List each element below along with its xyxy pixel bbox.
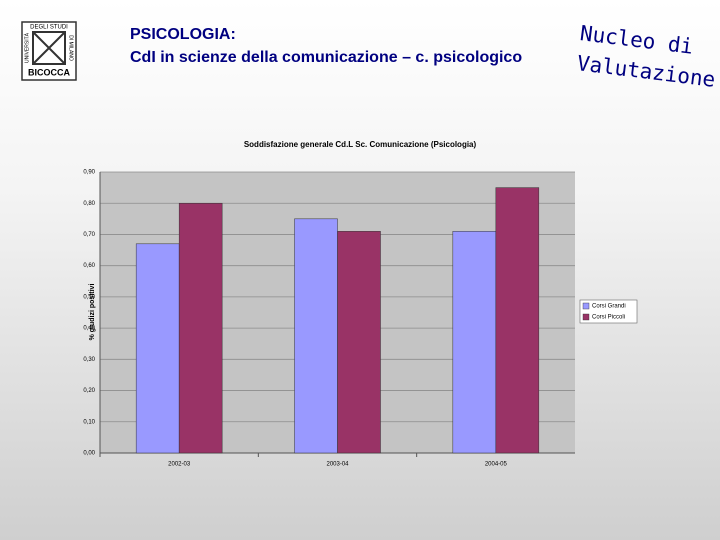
y-tick-label: 0,10	[83, 419, 95, 425]
bar	[178, 202, 223, 454]
y-tick-label: 0,40	[83, 326, 95, 332]
x-tick-label: 2004-05	[485, 462, 508, 468]
slide-title: PSICOLOGIA:	[130, 26, 236, 43]
bar	[452, 231, 497, 454]
logo-square	[32, 31, 66, 65]
y-tick-label: 0,20	[83, 388, 95, 394]
y-tick-label: 0,80	[83, 201, 95, 207]
bar	[337, 231, 381, 454]
x-tick-label: 2002-03	[168, 462, 191, 468]
y-tick-label: 0,70	[83, 232, 95, 238]
logo-text: UNIVERSITÀ	[23, 32, 30, 63]
bar	[294, 218, 338, 454]
slide-subtitle: CdI in scienze della comunicazione – c. …	[130, 49, 522, 66]
y-tick-label: 0,00	[83, 451, 95, 457]
x-tick-label: 2003-04	[326, 462, 349, 468]
logo-text: BICOCCA	[28, 67, 70, 77]
y-tick-label: 0,60	[83, 263, 95, 269]
logo-text: DI MILANO	[68, 35, 74, 61]
legend-box	[579, 299, 638, 324]
y-tick-label: 0,50	[83, 294, 95, 300]
y-tick-label: 0,30	[83, 357, 95, 363]
bar	[135, 243, 180, 454]
legend-label: Corsi Grandi	[592, 304, 626, 310]
logo-cross	[32, 31, 66, 65]
logo-text: DEGLI STUDI	[30, 25, 68, 31]
chart-title: Soddisfazione generale Cd.L Sc. Comunica…	[244, 140, 477, 149]
legend-swatch	[582, 302, 590, 310]
logo: DEGLI STUDI UNIVERSITÀ DI MILANO BICOCCA	[21, 21, 77, 81]
y-axis-label: % giudizi positivi	[89, 284, 96, 341]
legend-swatch	[582, 313, 590, 321]
y-tick-label: 0,90	[83, 170, 95, 176]
bar	[495, 187, 540, 454]
legend-label: Corsi Piccoli	[592, 315, 625, 321]
